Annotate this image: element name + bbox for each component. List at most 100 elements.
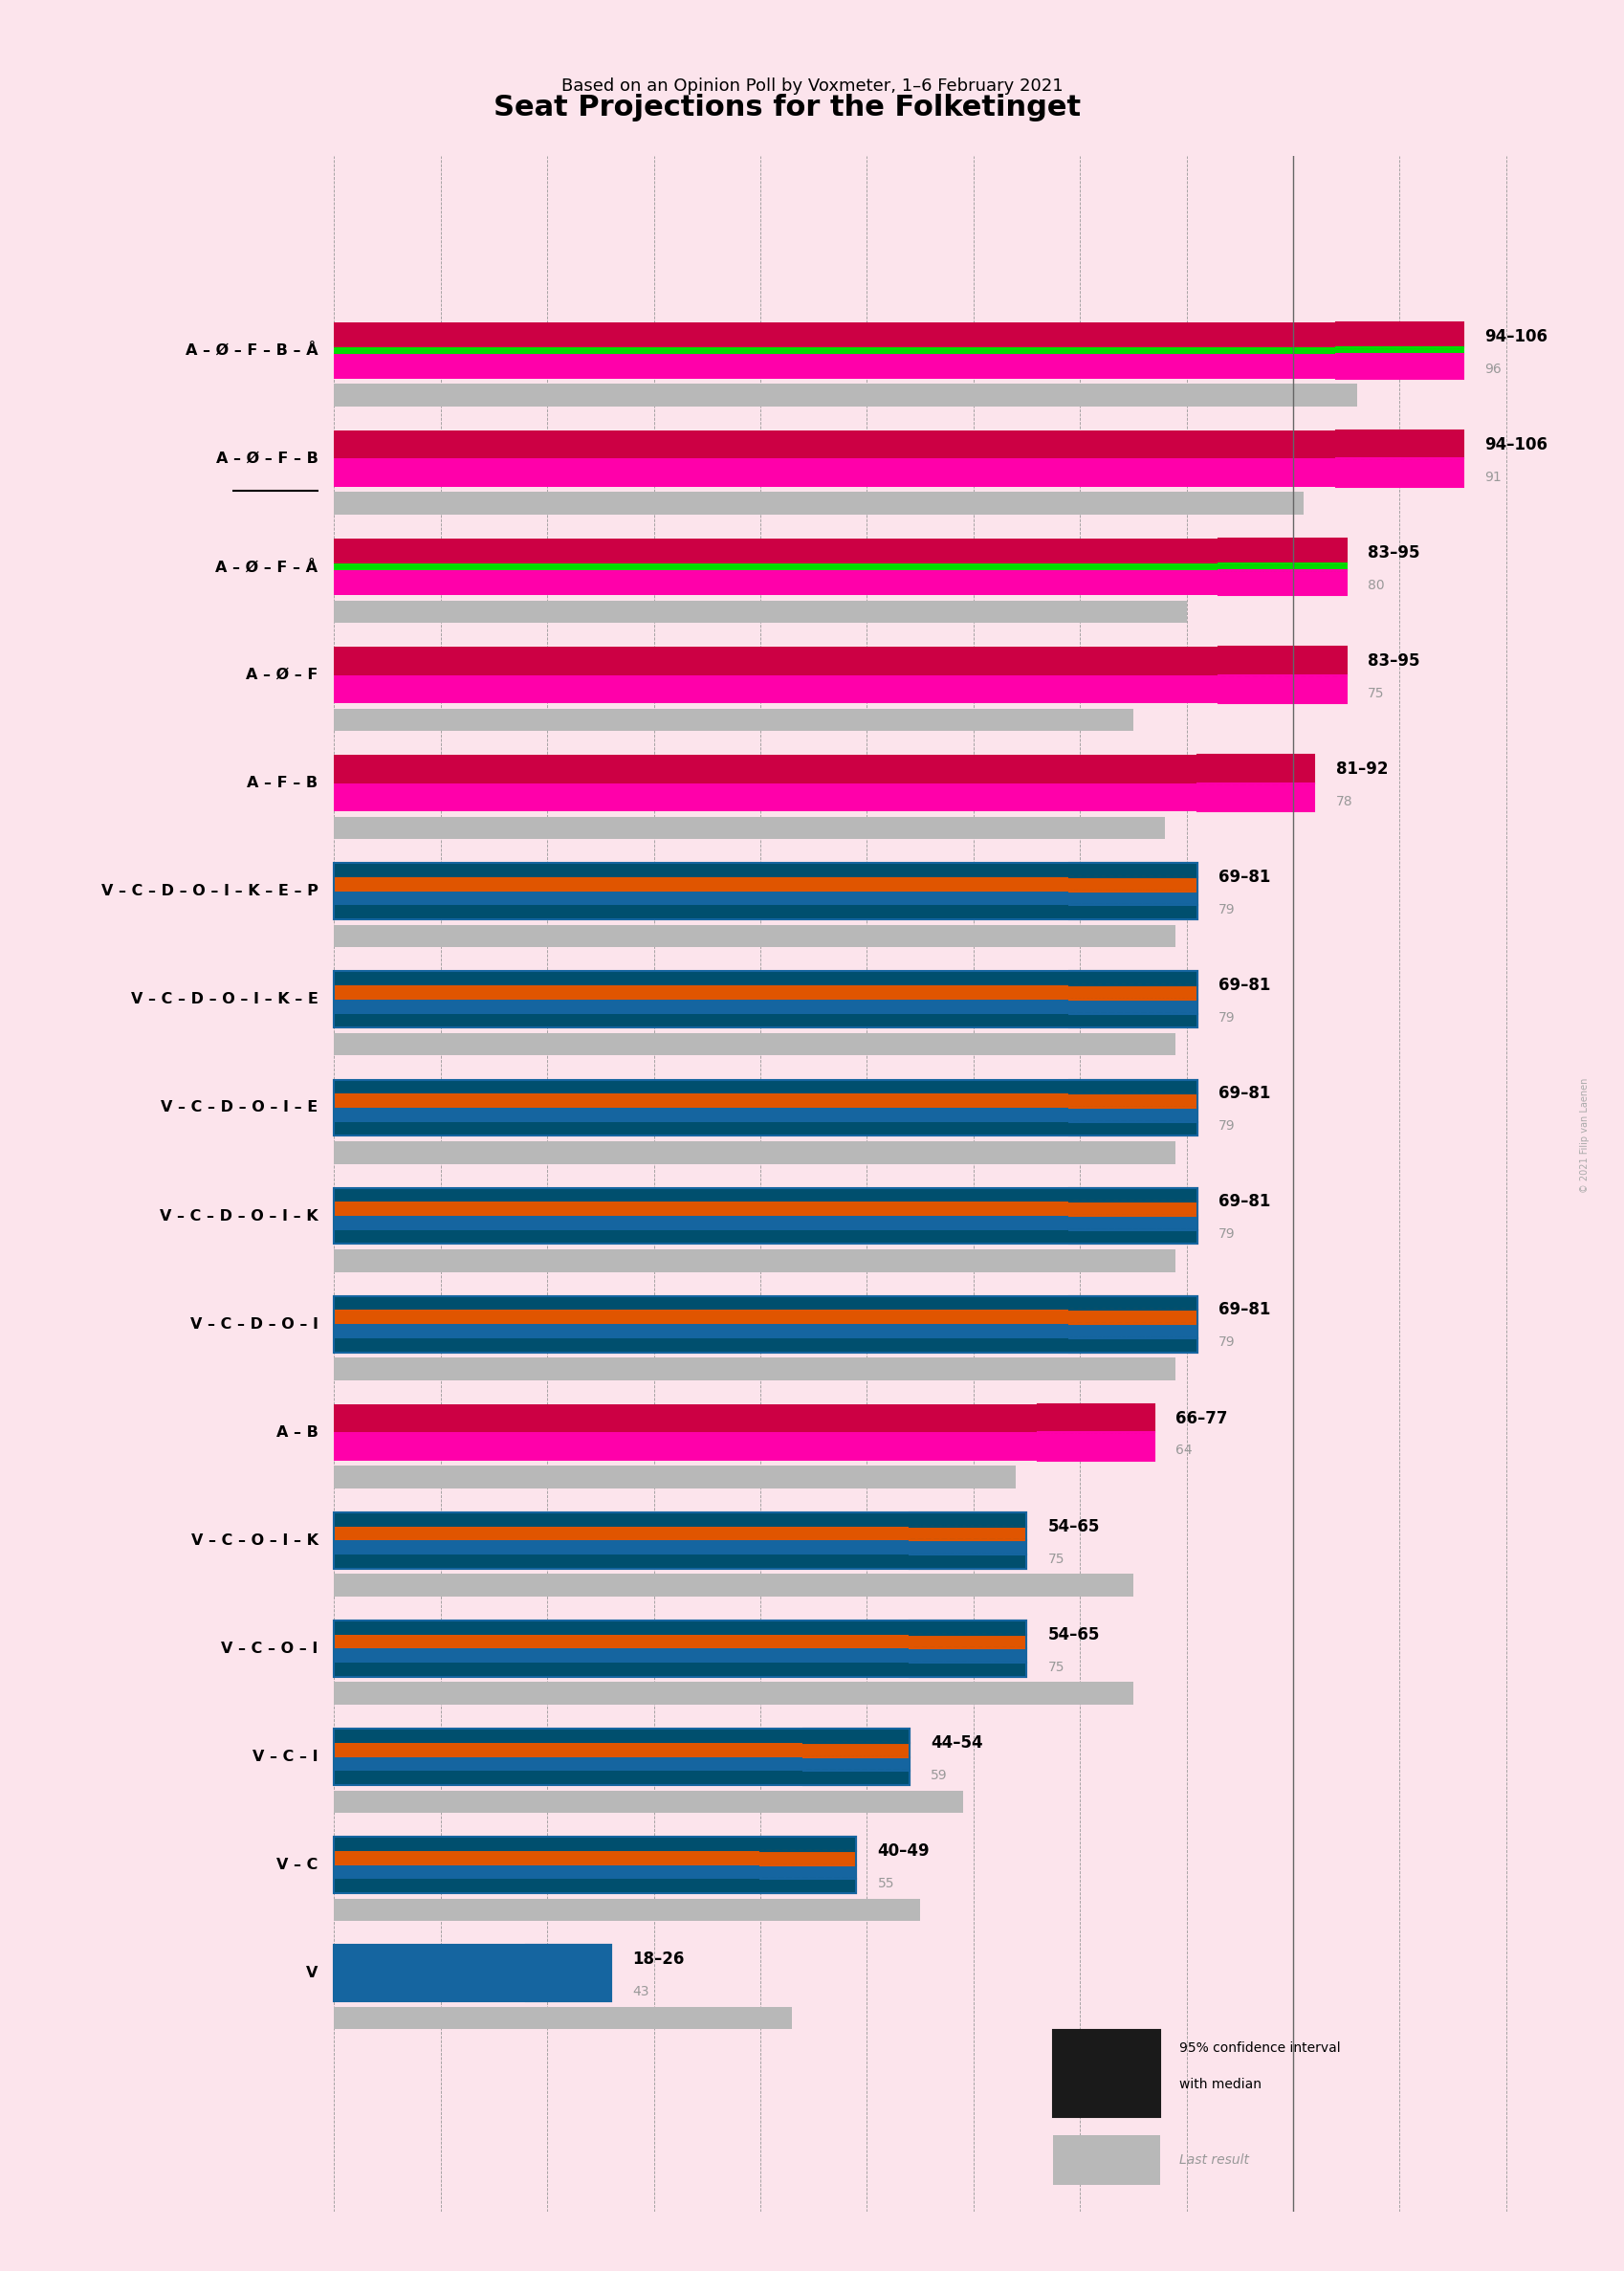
Bar [760, 1837, 856, 1851]
Bar [335, 384, 1356, 407]
Bar [335, 493, 1302, 516]
Bar [1069, 890, 1197, 906]
Bar [335, 863, 1197, 920]
Bar [1218, 570, 1346, 595]
Text: A – B: A – B [276, 1426, 318, 1440]
Bar [760, 1864, 856, 1878]
Bar [1218, 538, 1346, 563]
Bar [335, 1649, 909, 1662]
Bar [1335, 354, 1463, 379]
Bar [802, 1728, 909, 1742]
Bar [335, 1188, 1197, 1245]
Text: 78: 78 [1335, 795, 1351, 808]
Bar [335, 1358, 1176, 1381]
Bar [802, 1771, 909, 1785]
Bar [1218, 674, 1346, 704]
Text: Based on an Opinion Poll by Voxmeter, 1–6 February 2021: Based on an Opinion Poll by Voxmeter, 1–… [562, 77, 1062, 95]
Bar [1069, 863, 1197, 877]
Bar [335, 1944, 611, 2001]
Bar [1218, 563, 1346, 570]
Text: 55: 55 [877, 1876, 893, 1889]
Text: 79: 79 [1218, 1120, 1234, 1133]
Bar [335, 1944, 526, 2001]
Bar [1052, 2135, 1160, 2185]
Bar [909, 1526, 1026, 1540]
Bar [1069, 906, 1197, 920]
Text: 54–65: 54–65 [1047, 1626, 1099, 1644]
Bar [1069, 999, 1197, 1013]
Text: 94–106: 94–106 [1484, 436, 1548, 454]
Bar [335, 1095, 1069, 1108]
Bar [1069, 1079, 1197, 1095]
Text: A – Ø – F – B – Å: A – Ø – F – B – Å [185, 343, 318, 359]
Text: V: V [305, 1967, 318, 1980]
Bar [1069, 1297, 1197, 1310]
Text: 66–77: 66–77 [1176, 1410, 1228, 1426]
Bar [802, 1758, 909, 1771]
Bar [909, 1556, 1026, 1569]
Bar [1069, 1215, 1197, 1231]
Bar [335, 972, 1069, 986]
Bar [1069, 1338, 1197, 1351]
Title: Seat Projections for the Folketinget: Seat Projections for the Folketinget [494, 93, 1080, 123]
Bar [335, 1403, 1036, 1433]
Bar [1218, 674, 1346, 704]
Bar [526, 1944, 611, 2001]
Text: 59: 59 [931, 1769, 947, 1783]
Bar [1069, 1201, 1197, 1215]
Bar [335, 1851, 760, 1864]
Bar [335, 890, 1069, 906]
Bar [335, 818, 1164, 840]
Bar [760, 1851, 856, 1864]
Text: 79: 79 [1218, 904, 1234, 917]
Bar [335, 1033, 1176, 1056]
Bar [335, 1771, 802, 1785]
Bar [1218, 647, 1346, 674]
Bar [909, 1526, 1026, 1540]
Bar [335, 1899, 919, 1921]
Bar [802, 1742, 909, 1758]
Text: 80: 80 [1367, 579, 1384, 593]
Bar [335, 1728, 802, 1742]
Bar [1069, 1215, 1197, 1231]
Bar [335, 1635, 909, 1649]
Bar [1052, 2030, 1160, 2117]
Bar [335, 1512, 1026, 1569]
Bar [335, 538, 1218, 563]
Bar [335, 1324, 1069, 1338]
Text: 40–49: 40–49 [877, 1842, 929, 1860]
Text: 64: 64 [1176, 1444, 1192, 1458]
Text: 69–81: 69–81 [1218, 870, 1270, 886]
Bar [1052, 2030, 1160, 2117]
Bar [1335, 347, 1463, 354]
Bar [335, 1556, 909, 1569]
Bar [335, 1310, 1069, 1324]
Text: © 2021 Filip van Laenen: © 2021 Filip van Laenen [1579, 1079, 1588, 1192]
Bar [1069, 863, 1197, 877]
Bar [335, 1231, 1069, 1245]
Text: V – C – O – I – K: V – C – O – I – K [190, 1533, 318, 1547]
Bar [1335, 431, 1463, 459]
Bar [1069, 1013, 1197, 1029]
Bar [335, 754, 1197, 783]
Text: with median: with median [1179, 2078, 1262, 2092]
Bar [335, 1297, 1197, 1351]
Bar [335, 709, 1132, 731]
Bar [1335, 459, 1463, 486]
Text: V – C – D – O – I – E: V – C – D – O – I – E [161, 1101, 318, 1115]
Bar [335, 1662, 909, 1676]
Bar [1069, 1231, 1197, 1245]
Text: V – C – D – O – I – K – E: V – C – D – O – I – K – E [130, 992, 318, 1006]
Bar [335, 1142, 1176, 1163]
Bar [335, 1683, 1132, 1706]
Text: V – C – I: V – C – I [252, 1749, 318, 1765]
Bar [1069, 1095, 1197, 1108]
Bar [335, 1201, 1069, 1215]
Bar [1197, 783, 1314, 811]
Bar [1069, 1201, 1197, 1215]
Bar [1069, 1297, 1197, 1310]
Bar [335, 1742, 802, 1758]
Bar [909, 1540, 1026, 1556]
Bar [335, 1621, 1026, 1676]
Bar [335, 972, 1197, 1029]
